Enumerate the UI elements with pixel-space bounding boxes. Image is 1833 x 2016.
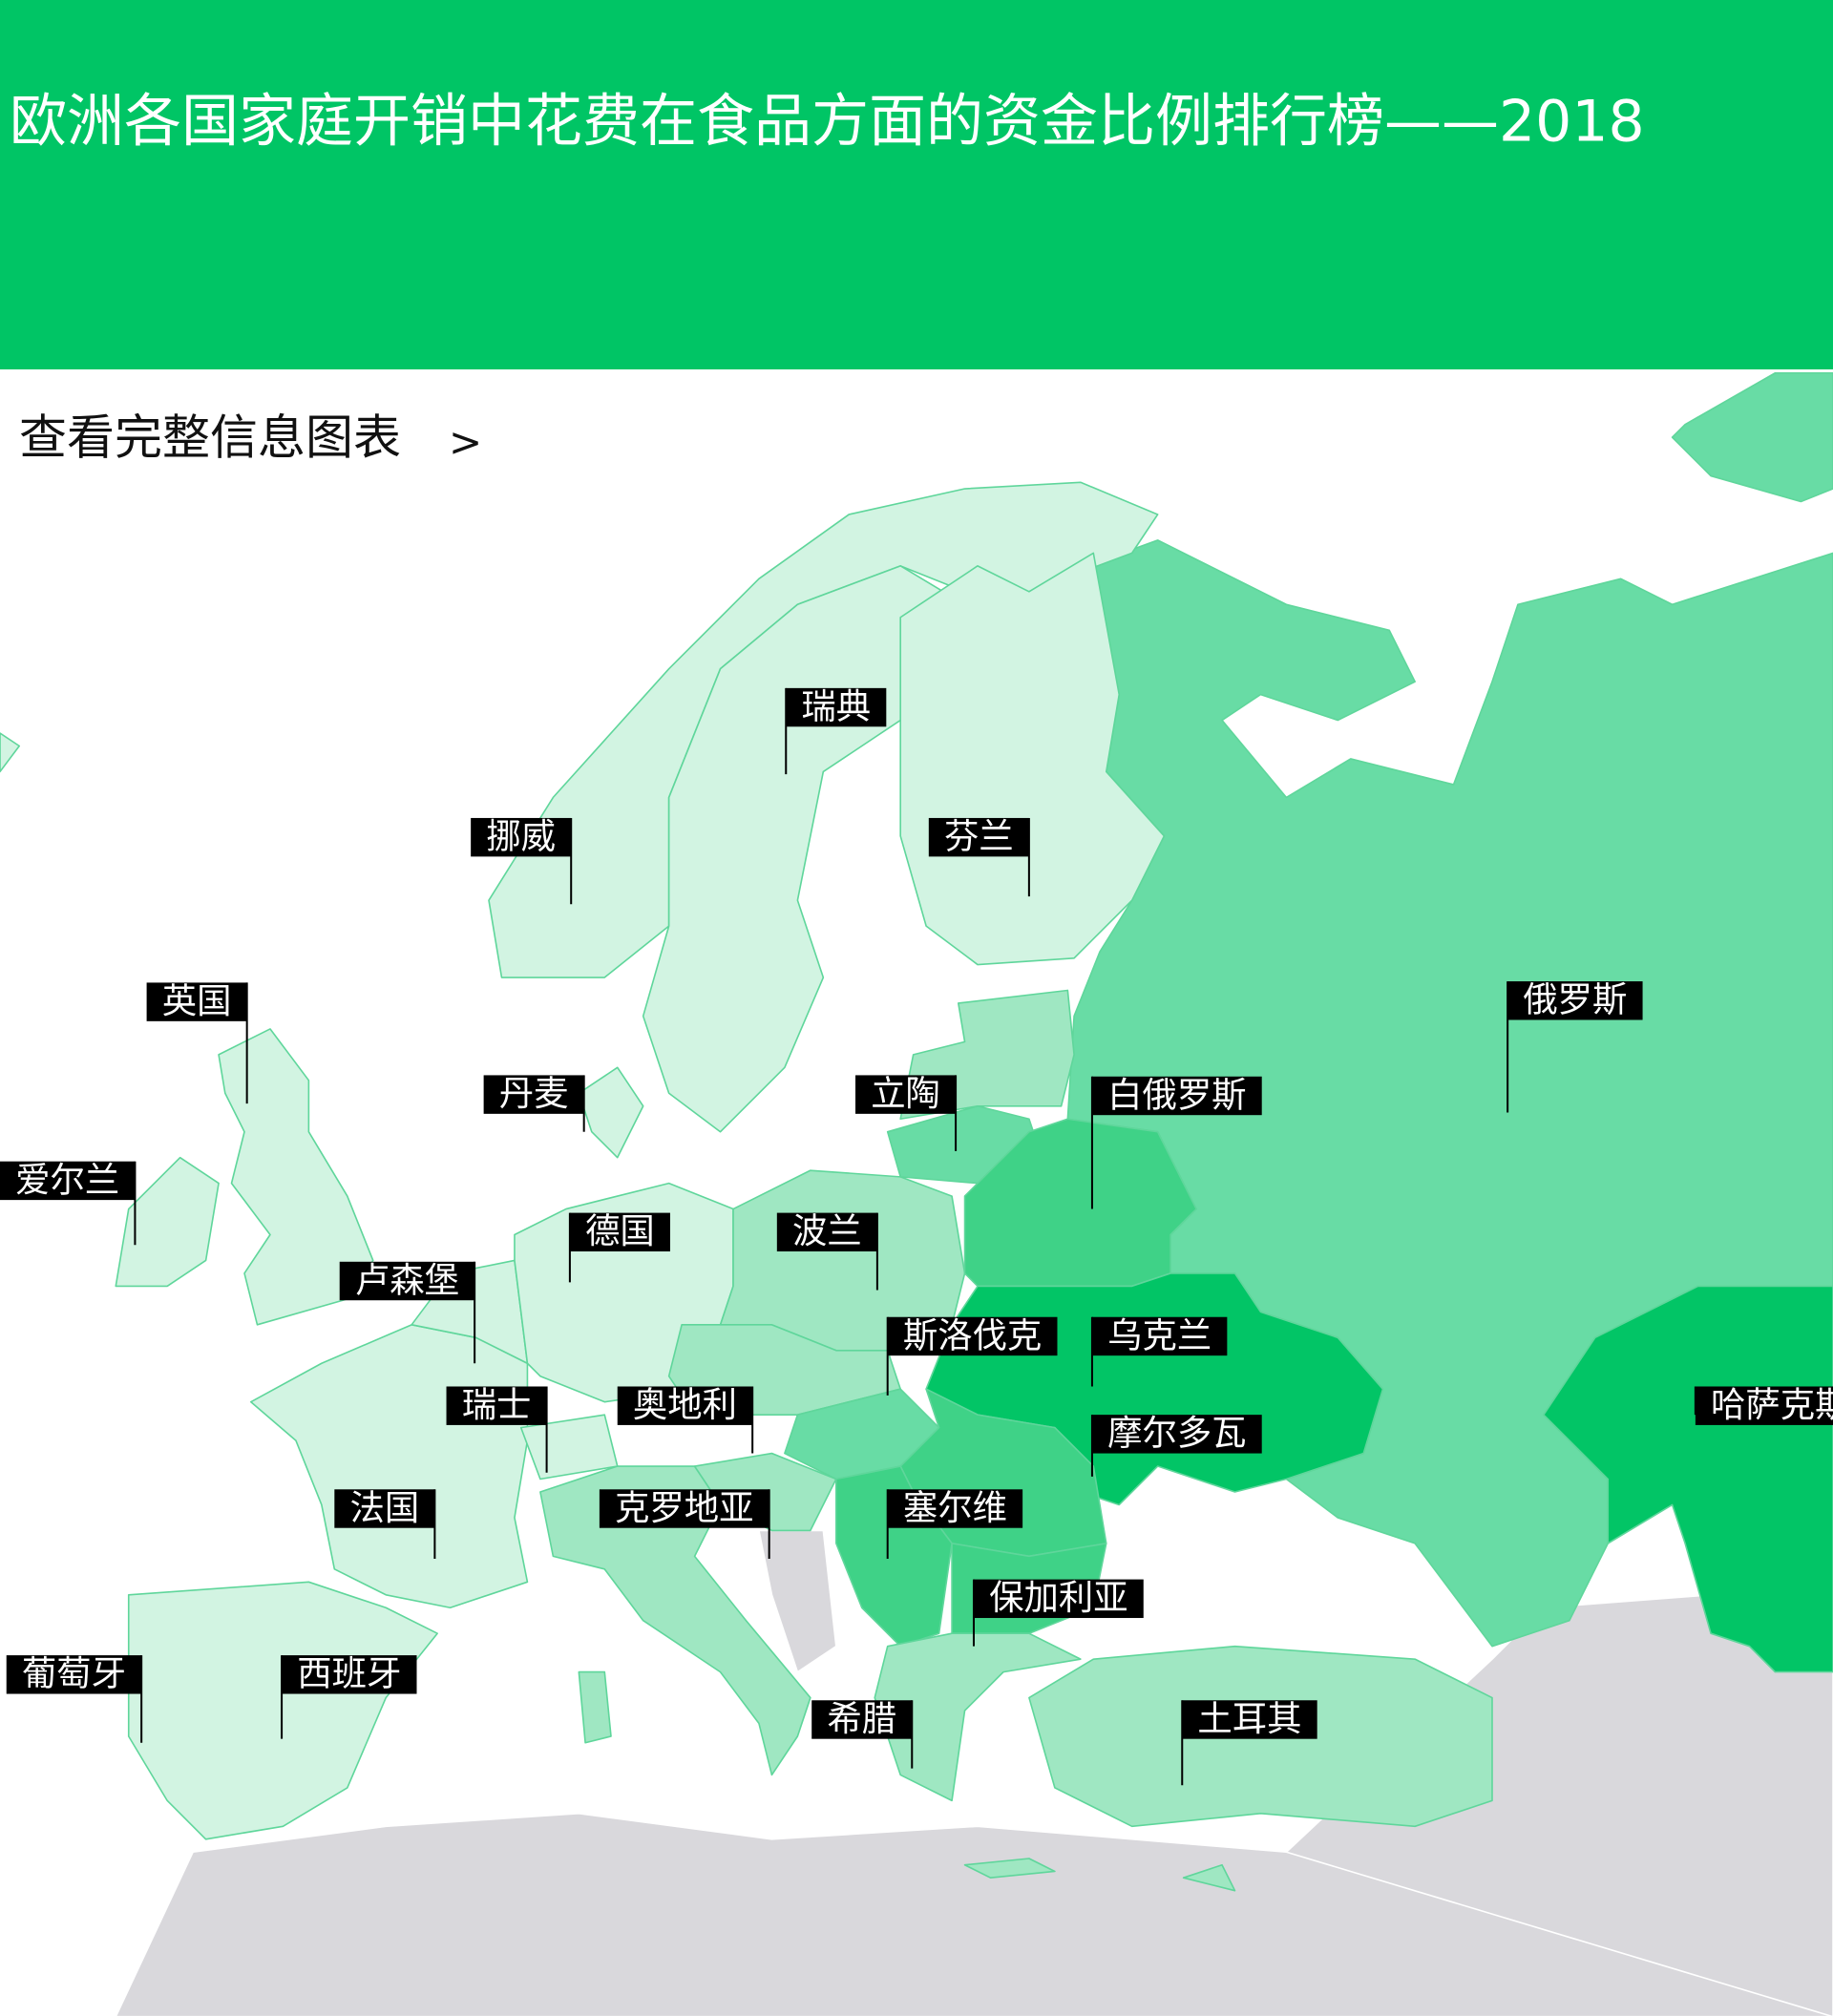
country-label: 法国 <box>334 1487 436 1560</box>
link-text[interactable]: 查看完整信息图表 <box>19 410 401 466</box>
label-box <box>569 1212 670 1252</box>
country-label: 摩尔多瓦 <box>1090 1413 1262 1477</box>
label-box <box>973 1579 1144 1619</box>
label-box <box>334 1489 435 1528</box>
country-label: 克罗地亚 <box>599 1487 770 1560</box>
label-box <box>887 1489 1023 1528</box>
label-box <box>1182 1700 1317 1739</box>
link-arrow[interactable]: > <box>449 419 482 466</box>
label-box <box>1507 981 1643 1020</box>
country-label: 俄罗斯 <box>1506 979 1643 1113</box>
country-name: 乌克兰 <box>1107 1314 1211 1355</box>
label-box <box>887 1316 1058 1356</box>
label-box <box>471 817 572 857</box>
country-name: 哈萨克斯坦 <box>1711 1384 1833 1425</box>
country-name: 摩尔多瓦 <box>1107 1413 1246 1454</box>
country-name: 克罗地亚 <box>615 1487 753 1528</box>
full-infographic-link[interactable]: 查看完整信息图表 > <box>19 410 482 466</box>
country-label: 丹麦 <box>483 1073 585 1132</box>
country-label: 德国 <box>568 1210 670 1283</box>
country-label: 斯洛伐克 <box>886 1314 1058 1396</box>
country-label: 葡萄牙 <box>6 1653 143 1743</box>
country-name: 白俄罗斯 <box>1107 1074 1246 1115</box>
country-name: 挪威 <box>486 816 556 857</box>
country-name: 卢森堡 <box>355 1259 459 1300</box>
country-label: 英国 <box>146 980 248 1104</box>
label-box <box>776 1212 877 1252</box>
label-box <box>855 1075 957 1114</box>
country-label: 乌克兰 <box>1090 1314 1228 1387</box>
country-name: 丹麦 <box>499 1073 569 1114</box>
country-label: 保加利亚 <box>972 1577 1144 1647</box>
label-box <box>1091 1415 1262 1454</box>
country-name: 德国 <box>585 1210 655 1251</box>
country-name: 西班牙 <box>297 1653 401 1694</box>
label-box <box>617 1386 753 1425</box>
label-box <box>811 1700 913 1739</box>
country-name: 英国 <box>162 980 232 1021</box>
label-box <box>786 687 887 727</box>
country-label: 哈萨克斯坦 <box>1694 1384 1833 1425</box>
country-name: 希腊 <box>827 1698 896 1739</box>
country-label: 土耳其 <box>1181 1698 1317 1786</box>
label-box <box>928 817 1029 857</box>
country-name: 葡萄牙 <box>22 1653 126 1694</box>
label-box <box>282 1655 417 1694</box>
country-name: 波兰 <box>792 1210 862 1251</box>
header-title: 欧洲各国家庭开销中花费在食品方面的资金比例排行榜——2018 <box>10 89 1645 156</box>
country-label: 西班牙 <box>281 1653 417 1739</box>
country-name: 斯洛伐克 <box>903 1314 1042 1355</box>
country-name: 芬兰 <box>944 816 1014 857</box>
country-label: 希腊 <box>811 1698 914 1769</box>
label-box <box>1695 1386 1833 1425</box>
country-label: 波兰 <box>776 1210 878 1291</box>
label-box <box>483 1075 584 1114</box>
label-box <box>446 1386 547 1425</box>
country-label: 立陶 <box>855 1073 958 1151</box>
label-box <box>6 1655 142 1694</box>
country-label: 挪威 <box>471 816 573 905</box>
label-box <box>1091 1076 1262 1116</box>
country-name: 保加利亚 <box>989 1577 1127 1618</box>
country-label: 芬兰 <box>928 816 1030 897</box>
country-label: 卢森堡 <box>339 1259 476 1364</box>
country-name: 塞尔维 <box>903 1487 1007 1528</box>
label-box <box>146 982 247 1021</box>
country-label: 白俄罗斯 <box>1090 1074 1262 1209</box>
country-label: 瑞典 <box>785 685 887 775</box>
label-box <box>599 1489 769 1528</box>
country-name: 瑞典 <box>801 685 871 726</box>
country-label: 爱尔兰 <box>0 1159 137 1246</box>
label-box <box>0 1161 136 1201</box>
country-label: 奥地利 <box>617 1384 754 1454</box>
country-label: 瑞士 <box>446 1384 548 1473</box>
header-band <box>0 0 1833 369</box>
country-name: 立陶 <box>871 1073 940 1114</box>
country-name: 俄罗斯 <box>1523 979 1627 1020</box>
country-label: 塞尔维 <box>886 1487 1023 1560</box>
country-name: 奥地利 <box>633 1384 737 1425</box>
country-name: 爱尔兰 <box>15 1159 119 1200</box>
label-box <box>1091 1316 1228 1356</box>
country-name: 瑞士 <box>462 1384 532 1425</box>
label-box <box>339 1261 475 1301</box>
country-name: 法国 <box>349 1487 419 1528</box>
country-name: 土耳其 <box>1197 1698 1301 1739</box>
